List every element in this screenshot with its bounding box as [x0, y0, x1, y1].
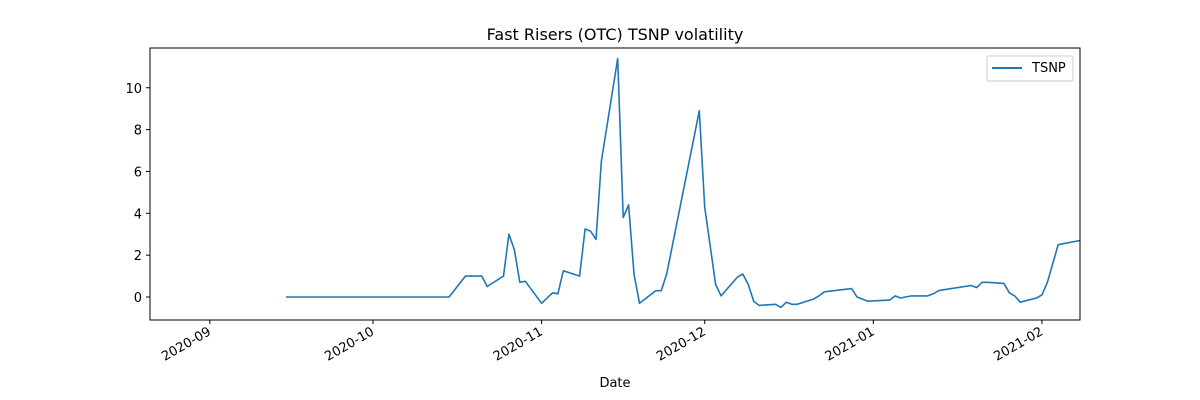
plot-area	[286, 57, 1081, 309]
x-tick-label: 2021-02	[991, 324, 1046, 364]
x-tick-label: 2021-01	[823, 324, 878, 364]
x-tick-label: 2020-09	[159, 324, 214, 364]
legend: TSNP	[986, 55, 1074, 82]
legend-label-tsnp: TSNP	[1031, 61, 1066, 76]
y-tick-label: 6	[134, 165, 142, 180]
x-axis-label: Date	[599, 376, 630, 391]
x-tick-label: 2020-11	[491, 324, 546, 364]
y-tick-label: 4	[134, 207, 142, 222]
chart-title: Fast Risers (OTC) TSNP volatility	[487, 25, 744, 44]
x-tick-label: 2020-10	[322, 324, 377, 364]
y-tick-label: 8	[134, 124, 142, 139]
y-tick-label: 10	[125, 82, 142, 97]
y-axis-ticks: 0 2 4 6 8 10	[125, 82, 150, 306]
x-axis-ticks: 2020-09 2020-10 2020-11 2020-12 2021-01 2021-…	[159, 320, 1046, 365]
series-line-tsnp	[286, 57, 1081, 309]
y-tick-label: 2	[134, 249, 142, 264]
legend-box	[986, 55, 1074, 82]
axes-frame	[149, 47, 1081, 321]
x-tick-label: 2020-12	[654, 324, 709, 364]
y-tick-label: 0	[134, 291, 142, 306]
